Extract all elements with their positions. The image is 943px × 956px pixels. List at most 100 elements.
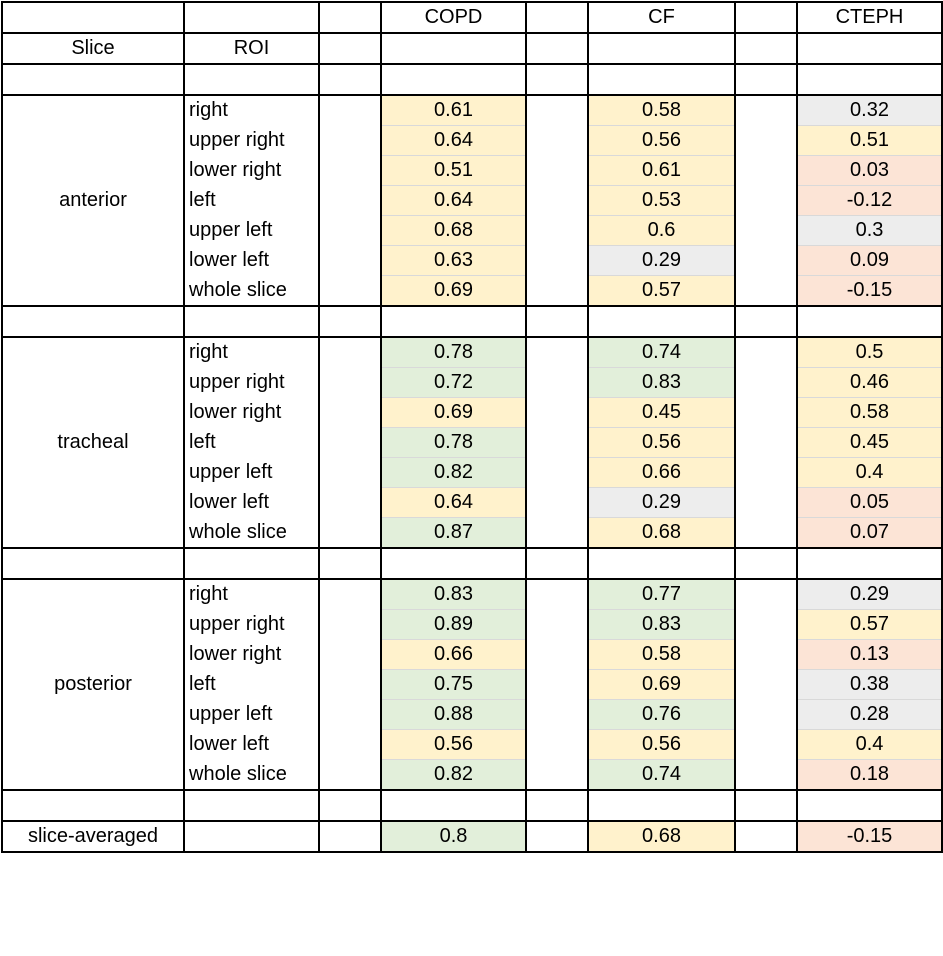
empty-cell[interactable] (525, 155, 589, 186)
roi-name[interactable]: upper right (183, 367, 320, 398)
roi-name[interactable]: left (183, 427, 320, 458)
value-cell-cf[interactable]: 0.53 (587, 185, 736, 216)
empty-cell[interactable] (734, 245, 798, 276)
empty-cell[interactable] (734, 63, 798, 96)
empty-cell[interactable] (525, 367, 589, 398)
empty-cell[interactable] (525, 639, 589, 670)
empty-cell[interactable] (734, 578, 798, 610)
value-cell-cteph[interactable]: 0.3 (796, 215, 943, 246)
empty-cell[interactable] (318, 609, 382, 640)
empty-cell[interactable] (1, 305, 185, 338)
value-cell-cteph[interactable]: 0.32 (796, 94, 943, 126)
empty-cell[interactable] (734, 699, 798, 730)
value-cell-copd[interactable]: 0.66 (380, 639, 527, 670)
empty-cell[interactable] (525, 759, 589, 791)
empty-cell[interactable] (318, 275, 382, 307)
empty-cell[interactable] (183, 820, 320, 853)
empty-cell[interactable] (525, 789, 589, 822)
empty-cell[interactable] (734, 275, 798, 307)
roi-name[interactable]: upper right (183, 125, 320, 156)
value-cell-cteph[interactable]: 0.05 (796, 487, 943, 518)
empty-cell[interactable] (318, 94, 382, 126)
empty-cell[interactable] (796, 789, 943, 822)
roi-name[interactable]: right (183, 578, 320, 610)
averaged-value-copd[interactable]: 0.8 (380, 820, 527, 853)
column-header-copd[interactable]: COPD (380, 1, 527, 34)
empty-cell[interactable] (734, 367, 798, 398)
value-cell-copd[interactable]: 0.78 (380, 427, 527, 458)
empty-cell[interactable] (525, 699, 589, 730)
empty-cell[interactable] (380, 305, 527, 338)
empty-cell[interactable] (318, 789, 382, 822)
empty-cell[interactable] (734, 639, 798, 670)
empty-cell[interactable] (734, 125, 798, 156)
value-cell-cteph[interactable]: 0.07 (796, 517, 943, 549)
value-cell-cf[interactable]: 0.61 (587, 155, 736, 186)
column-header-cf[interactable]: CF (587, 1, 736, 34)
value-cell-cf[interactable]: 0.29 (587, 487, 736, 518)
empty-cell[interactable] (318, 245, 382, 276)
averaged-value-cteph[interactable]: -0.15 (796, 820, 943, 853)
empty-cell[interactable] (318, 397, 382, 428)
value-cell-copd[interactable]: 0.82 (380, 759, 527, 791)
column-header-cteph[interactable]: CTEPH (796, 1, 943, 34)
value-cell-copd[interactable]: 0.56 (380, 729, 527, 760)
empty-cell[interactable] (318, 63, 382, 96)
roi-name[interactable]: lower right (183, 397, 320, 428)
empty-cell[interactable] (1, 547, 185, 580)
empty-cell[interactable] (525, 336, 589, 368)
empty-cell[interactable] (318, 336, 382, 368)
value-cell-copd[interactable]: 0.78 (380, 336, 527, 368)
empty-cell[interactable] (734, 336, 798, 368)
empty-cell[interactable] (318, 547, 382, 580)
empty-cell[interactable] (734, 609, 798, 640)
empty-cell[interactable] (525, 820, 589, 853)
slice-name[interactable]: anterior (1, 94, 185, 307)
value-cell-cf[interactable]: 0.45 (587, 397, 736, 428)
empty-cell[interactable] (318, 427, 382, 458)
empty-cell[interactable] (734, 305, 798, 338)
empty-cell[interactable] (318, 729, 382, 760)
roi-name[interactable]: upper right (183, 609, 320, 640)
value-cell-copd[interactable]: 0.69 (380, 275, 527, 307)
value-cell-copd[interactable]: 0.89 (380, 609, 527, 640)
roi-name[interactable]: left (183, 185, 320, 216)
empty-cell[interactable] (318, 639, 382, 670)
empty-cell[interactable] (734, 155, 798, 186)
value-cell-copd[interactable]: 0.63 (380, 245, 527, 276)
empty-cell[interactable] (318, 457, 382, 488)
roi-name[interactable]: right (183, 336, 320, 368)
value-cell-cf[interactable]: 0.57 (587, 275, 736, 307)
value-cell-cf[interactable]: 0.74 (587, 336, 736, 368)
empty-cell[interactable] (318, 215, 382, 246)
value-cell-cteph[interactable]: -0.15 (796, 275, 943, 307)
empty-cell[interactable] (525, 125, 589, 156)
value-cell-cf[interactable]: 0.69 (587, 669, 736, 700)
value-cell-cteph[interactable]: 0.4 (796, 457, 943, 488)
empty-cell[interactable] (525, 32, 589, 65)
roi-name[interactable]: whole slice (183, 517, 320, 549)
value-cell-cf[interactable]: 0.83 (587, 367, 736, 398)
empty-cell[interactable] (380, 63, 527, 96)
value-cell-cteph[interactable]: 0.28 (796, 699, 943, 730)
value-cell-cteph[interactable]: 0.51 (796, 125, 943, 156)
value-cell-cf[interactable]: 0.77 (587, 578, 736, 610)
value-cell-cteph[interactable]: 0.18 (796, 759, 943, 791)
empty-cell[interactable] (734, 487, 798, 518)
empty-cell[interactable] (525, 578, 589, 610)
roi-name[interactable]: lower right (183, 155, 320, 186)
empty-cell[interactable] (318, 367, 382, 398)
value-cell-copd[interactable]: 0.87 (380, 517, 527, 549)
empty-cell[interactable] (734, 215, 798, 246)
empty-cell[interactable] (525, 517, 589, 549)
empty-cell[interactable] (1, 1, 185, 34)
value-cell-cteph[interactable]: 0.45 (796, 427, 943, 458)
value-cell-cteph[interactable]: 0.09 (796, 245, 943, 276)
value-cell-cteph[interactable]: 0.38 (796, 669, 943, 700)
roi-name[interactable]: whole slice (183, 275, 320, 307)
value-cell-copd[interactable]: 0.83 (380, 578, 527, 610)
empty-cell[interactable] (525, 215, 589, 246)
roi-name[interactable]: upper left (183, 699, 320, 730)
roi-name[interactable]: right (183, 94, 320, 126)
empty-cell[interactable] (318, 820, 382, 853)
